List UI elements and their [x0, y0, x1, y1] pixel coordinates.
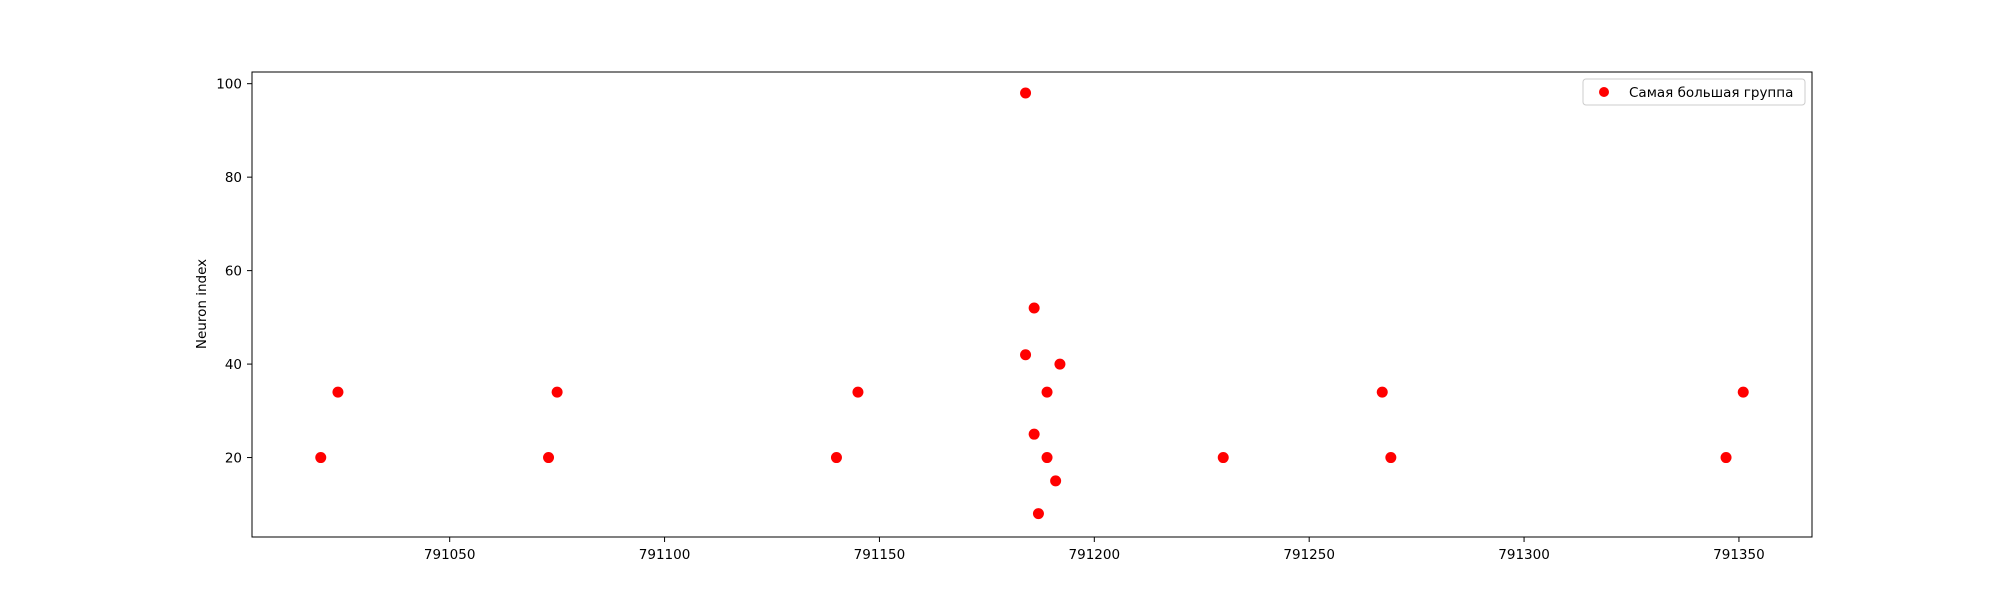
y-tick-label: 20 [225, 451, 242, 467]
scatter-point [1028, 428, 1040, 440]
scatter-point [1376, 386, 1388, 398]
legend: Самая большая группа [1582, 78, 1806, 106]
scatter-point [315, 452, 327, 464]
scatter-point [332, 386, 344, 398]
y-tick-label: 40 [225, 357, 242, 373]
x-tick-label: 791250 [1283, 547, 1335, 563]
scatter-point [1385, 452, 1397, 464]
scatter-point [1050, 475, 1062, 487]
legend-label: Самая большая группа [1629, 85, 1793, 101]
scatter-point [1032, 508, 1044, 520]
scatter-point [852, 386, 864, 398]
x-tick-label: 791350 [1713, 547, 1765, 563]
y-tick-label: 60 [225, 264, 242, 280]
scatter-point [830, 452, 842, 464]
scatter-point [1020, 349, 1032, 361]
data-points [315, 87, 1749, 520]
x-tick-label: 791300 [1498, 547, 1550, 563]
scatter-point [1054, 358, 1066, 370]
x-tick-label: 791200 [1069, 547, 1121, 563]
scatter-point [1041, 452, 1053, 464]
scatter-point [551, 386, 563, 398]
scatter-point [1217, 452, 1229, 464]
y-axis-ticks: 20 40 60 80 100 [216, 77, 252, 467]
y-axis-label: Neuron index [194, 259, 210, 349]
y-tick-label: 80 [225, 170, 242, 186]
x-axis-ticks: 791050 791100 791150 791200 791250 791300 7913… [424, 537, 1765, 563]
legend-box [1582, 78, 1806, 106]
scatter-point [543, 452, 555, 464]
x-tick-label: 791100 [639, 547, 691, 563]
x-tick-label: 791050 [424, 547, 476, 563]
y-tick-label: 100 [216, 77, 242, 93]
scatter-point [1737, 386, 1749, 398]
scatter-point [1028, 302, 1040, 314]
scatter-point [1041, 386, 1053, 398]
x-tick-label: 791150 [854, 547, 906, 563]
scatter-point [1020, 87, 1032, 99]
scatter-point [1720, 452, 1732, 464]
legend-marker [1599, 87, 1609, 97]
